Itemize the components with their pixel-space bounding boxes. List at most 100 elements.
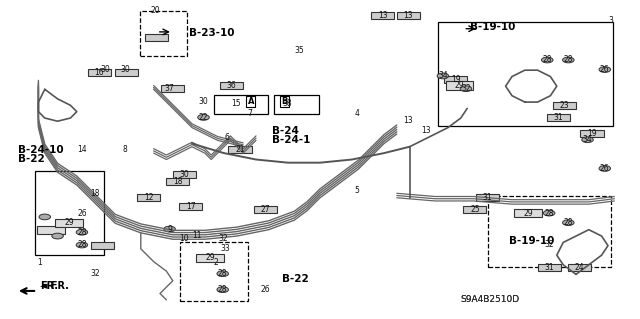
Bar <box>214 95 268 114</box>
Text: 34: 34 <box>438 71 448 80</box>
Text: 27: 27 <box>260 205 271 214</box>
Circle shape <box>541 57 553 63</box>
Text: 19: 19 <box>587 129 597 138</box>
Text: 18: 18 <box>90 189 99 198</box>
Text: S9A4B2510D: S9A4B2510D <box>461 295 520 304</box>
Text: 28: 28 <box>77 241 86 249</box>
Bar <box>91 242 114 249</box>
Text: 13: 13 <box>378 11 388 20</box>
Bar <box>476 194 499 201</box>
Text: 5: 5 <box>355 186 360 195</box>
Bar <box>488 196 611 267</box>
Bar <box>55 219 83 227</box>
Text: 30: 30 <box>179 170 189 179</box>
Bar <box>274 95 319 114</box>
Bar <box>228 146 252 153</box>
Text: 30: 30 <box>100 65 111 74</box>
Text: A: A <box>248 97 254 106</box>
Text: 36: 36 <box>227 81 237 90</box>
Text: B: B <box>282 97 288 106</box>
Bar <box>553 102 576 109</box>
Text: 21: 21 <box>236 145 244 154</box>
Text: B-24: B-24 <box>272 126 299 136</box>
Circle shape <box>39 214 51 220</box>
Text: 28: 28 <box>564 56 573 64</box>
Bar <box>445 81 474 90</box>
Bar <box>220 82 243 89</box>
Text: 19: 19 <box>451 75 461 84</box>
Bar <box>145 34 168 41</box>
Text: B-22: B-22 <box>282 274 308 284</box>
Text: 26: 26 <box>600 164 610 173</box>
Text: 25: 25 <box>470 205 480 214</box>
Text: 37: 37 <box>164 84 175 93</box>
Text: 28: 28 <box>218 285 227 294</box>
Text: 28: 28 <box>543 56 552 64</box>
Text: 30: 30 <box>120 65 130 74</box>
Text: B-19-10: B-19-10 <box>509 236 554 246</box>
Bar <box>115 69 138 76</box>
Text: 13: 13 <box>403 11 413 20</box>
Text: 29: 29 <box>205 253 215 262</box>
Text: 4: 4 <box>355 109 360 118</box>
Text: 34: 34 <box>582 135 593 144</box>
Bar <box>196 254 224 262</box>
Text: 17: 17 <box>186 202 196 211</box>
Circle shape <box>198 115 209 120</box>
Text: 38: 38 <box>282 99 292 108</box>
Text: B-23-10: B-23-10 <box>189 28 234 39</box>
Circle shape <box>217 287 228 293</box>
Text: B-19-10: B-19-10 <box>470 22 516 32</box>
Text: FR.: FR. <box>40 281 58 292</box>
Text: 23: 23 <box>559 101 570 110</box>
Circle shape <box>164 226 175 232</box>
Text: 6: 6 <box>225 133 230 142</box>
Text: 32: 32 <box>461 84 471 93</box>
Text: 32: 32 <box>544 241 554 249</box>
Text: 26: 26 <box>260 285 271 294</box>
Bar <box>179 203 202 210</box>
Circle shape <box>217 271 228 277</box>
Text: 3: 3 <box>609 16 614 25</box>
Bar <box>438 22 613 126</box>
Bar <box>88 69 111 76</box>
Circle shape <box>582 137 593 143</box>
Bar <box>161 85 184 92</box>
Text: 28: 28 <box>545 209 554 218</box>
Text: 29: 29 <box>454 81 465 90</box>
Text: B-22: B-22 <box>18 154 45 165</box>
Text: 31: 31 <box>553 113 563 122</box>
Circle shape <box>599 166 611 171</box>
Text: 11: 11 <box>193 231 202 240</box>
Text: 2: 2 <box>214 258 219 267</box>
Text: 24: 24 <box>574 263 584 272</box>
Text: 20: 20 <box>150 6 160 15</box>
Circle shape <box>543 210 555 216</box>
Bar <box>173 171 196 178</box>
Text: 7: 7 <box>247 109 252 118</box>
Bar <box>568 264 591 271</box>
Text: 33: 33 <box>220 244 230 253</box>
Bar <box>444 76 467 83</box>
Bar <box>538 264 561 271</box>
Text: 10: 10 <box>179 234 189 243</box>
Bar <box>180 242 248 301</box>
Text: 15: 15 <box>230 99 241 108</box>
Text: 35: 35 <box>294 46 305 55</box>
Bar <box>463 206 486 213</box>
Text: 28: 28 <box>218 269 227 278</box>
Circle shape <box>437 73 449 79</box>
Text: 8: 8 <box>122 145 127 154</box>
Circle shape <box>599 67 611 72</box>
Text: B-24-10: B-24-10 <box>18 145 63 155</box>
Text: 26: 26 <box>600 65 610 74</box>
Text: 28: 28 <box>564 218 573 227</box>
Bar <box>514 209 542 217</box>
Circle shape <box>563 220 574 226</box>
Text: 32: 32 <box>218 234 228 243</box>
Text: 1: 1 <box>37 258 42 267</box>
Text: 18: 18 <box>173 177 182 186</box>
Text: 29: 29 <box>64 218 74 227</box>
Text: 31: 31 <box>544 263 554 272</box>
Circle shape <box>563 57 574 63</box>
